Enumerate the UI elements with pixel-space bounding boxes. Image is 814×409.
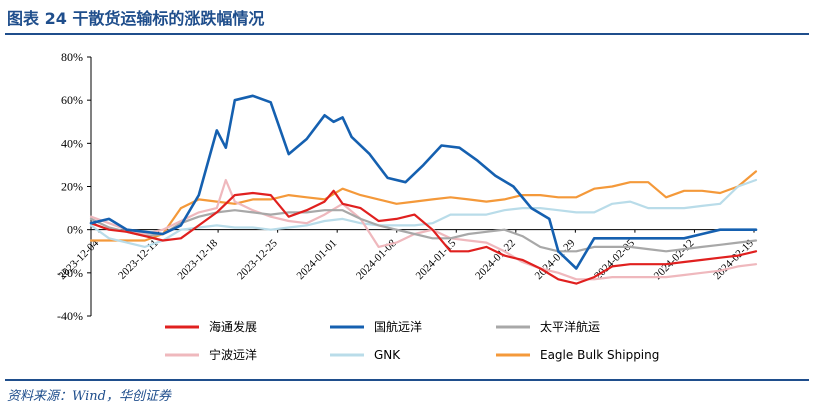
figure-title: 图表 24 干散货运输标的涨跌幅情况 [7,9,265,28]
legend-label: 海通发展 [209,319,257,334]
x-tick-label: 2023-12-25 [235,237,280,282]
x-tick-label: 2024-01-01 [295,237,340,282]
y-tick-label: 80% [61,50,83,64]
x-tick-label: 2024-01-15 [414,237,459,282]
legend-label: 太平洋航运 [540,319,600,334]
y-tick-label: -20% [57,266,83,280]
legend-label: 国航远洋 [374,319,422,334]
series-line-1 [89,94,758,270]
x-tick-label: 2023-12-18 [175,237,220,282]
series-line-0 [89,189,758,285]
series-line-2 [89,209,758,253]
series-line-4 [89,178,758,248]
source-note: 资料来源：Wind，华创证券 [7,389,171,404]
legend-label: Eagle Bulk Shipping [540,348,659,362]
title-divider [5,33,809,35]
y-tick-label: 20% [61,180,83,194]
y-tick-label: 0% [67,223,83,237]
y-tick-label: 40% [61,136,83,150]
y-tick-label: 60% [61,93,83,107]
y-tick-label: -40% [57,309,83,323]
footer-divider [5,379,809,381]
legend-label: 宁波远洋 [209,347,257,362]
x-tick-label: 2024-01-22 [473,237,518,282]
legend-label: GNK [374,348,401,362]
series-line-5 [89,170,758,242]
